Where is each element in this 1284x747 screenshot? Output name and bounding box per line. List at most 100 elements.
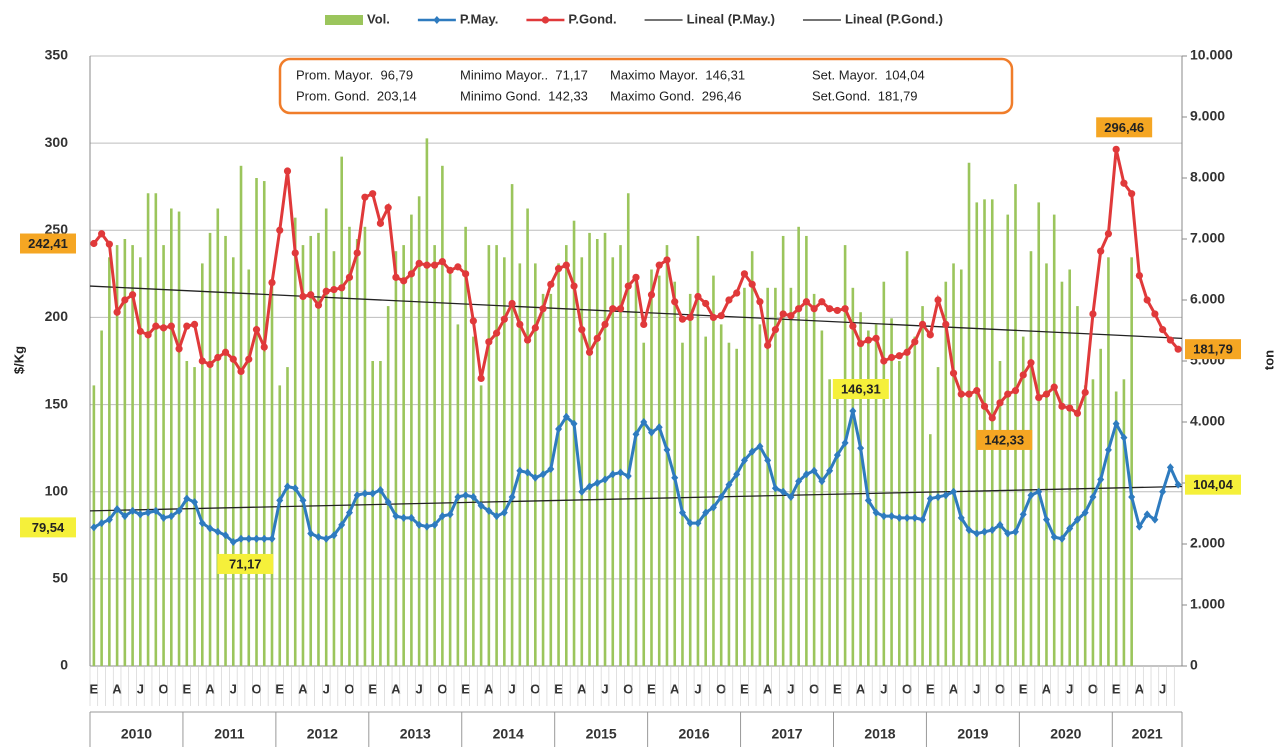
- point: [1174, 345, 1182, 353]
- x-tick-label: J: [1159, 681, 1166, 696]
- point: [299, 292, 307, 301]
- point: [578, 487, 586, 496]
- value-label-box: [20, 517, 76, 538]
- x-tick-label: E: [647, 681, 656, 696]
- point: [934, 492, 942, 501]
- volume-bar: [812, 293, 816, 666]
- x-tick-label: O: [530, 681, 540, 696]
- volume-bar: [286, 367, 289, 666]
- point: [585, 348, 594, 356]
- point: [810, 305, 818, 313]
- point: [222, 531, 230, 540]
- volume-bar: [503, 257, 506, 666]
- point: [1066, 404, 1074, 412]
- point: [338, 520, 346, 529]
- point: [709, 313, 718, 322]
- x-tick-label: E: [1019, 681, 1028, 696]
- point: [206, 524, 214, 533]
- point: [485, 338, 493, 346]
- point: [1174, 480, 1182, 489]
- point: [1081, 388, 1089, 396]
- volume-bar: [340, 156, 344, 666]
- value-label: 181,79: [1193, 342, 1233, 357]
- x-tick-label: E: [1112, 681, 1121, 696]
- point: [663, 256, 671, 264]
- x-tick-label: A: [391, 681, 401, 696]
- volume-bar: [1076, 306, 1079, 666]
- volume-bar: [626, 193, 630, 666]
- point: [454, 492, 462, 501]
- point: [206, 360, 214, 369]
- volume-bar: [154, 193, 158, 666]
- point: [981, 527, 989, 536]
- value-label: 146,31: [841, 381, 881, 396]
- point: [601, 320, 609, 328]
- point: [1089, 492, 1097, 501]
- y2-tick-label: 9.000: [1190, 108, 1225, 124]
- point: [849, 322, 857, 330]
- x-tick-label: O: [1088, 681, 1098, 696]
- volume-bar: [890, 318, 893, 666]
- x-tick-label: A: [1135, 681, 1145, 696]
- point: [400, 513, 408, 522]
- point: [252, 326, 261, 334]
- volume-bar: [797, 226, 800, 667]
- year-label: 2018: [864, 726, 895, 742]
- point: [554, 265, 563, 273]
- value-label-box: [1185, 474, 1241, 495]
- point: [655, 423, 663, 432]
- point: [725, 296, 733, 304]
- point: [283, 482, 291, 491]
- point: [392, 512, 400, 521]
- year-label: 2020: [1050, 726, 1081, 742]
- x-tick-label: O: [902, 681, 912, 696]
- point: [888, 512, 896, 521]
- volume-bar: [681, 342, 684, 666]
- volume-bar: [657, 275, 661, 666]
- point: [183, 322, 191, 330]
- point: [678, 508, 686, 517]
- year-label: 2010: [121, 726, 152, 742]
- point: [647, 428, 655, 437]
- volume-bar: [936, 367, 940, 666]
- year-label: 2013: [400, 726, 431, 742]
- point: [1135, 522, 1143, 531]
- volume-bar: [278, 385, 282, 666]
- x-tick-label: J: [323, 681, 330, 696]
- point: [826, 305, 834, 313]
- volume-bar: [402, 245, 405, 666]
- point: [918, 320, 927, 328]
- legend-item: Lineal (P.Gond.): [802, 11, 943, 26]
- point: [268, 534, 276, 543]
- point: [469, 317, 477, 325]
- x-tick-label: E: [90, 681, 99, 696]
- point: [245, 534, 253, 543]
- value-label: 79,54: [32, 520, 65, 535]
- volume-bar: [332, 251, 336, 666]
- volume-bar: [131, 245, 134, 666]
- point: [1104, 230, 1113, 238]
- point: [911, 338, 919, 346]
- point: [113, 308, 121, 316]
- point: [314, 533, 322, 542]
- point: [1011, 387, 1020, 395]
- volume-bar: [200, 263, 204, 666]
- point: [957, 513, 965, 522]
- point: [144, 331, 152, 339]
- legend-label: P.May.: [460, 11, 499, 26]
- volume-bar: [588, 232, 591, 666]
- volume-bar: [448, 269, 452, 666]
- point: [276, 226, 284, 234]
- point: [1042, 515, 1050, 524]
- point: [322, 287, 330, 295]
- point: [926, 494, 934, 503]
- trend-line: [89, 485, 1183, 512]
- point: [555, 424, 563, 433]
- point: [175, 506, 183, 515]
- point: [1027, 359, 1035, 367]
- volume-bar: [1130, 257, 1133, 666]
- volume-bar: [441, 165, 444, 667]
- point: [423, 522, 431, 531]
- stat-text: Prom. Gond. 203,14: [296, 88, 417, 103]
- legend-item: Lineal (P.May.): [644, 11, 775, 26]
